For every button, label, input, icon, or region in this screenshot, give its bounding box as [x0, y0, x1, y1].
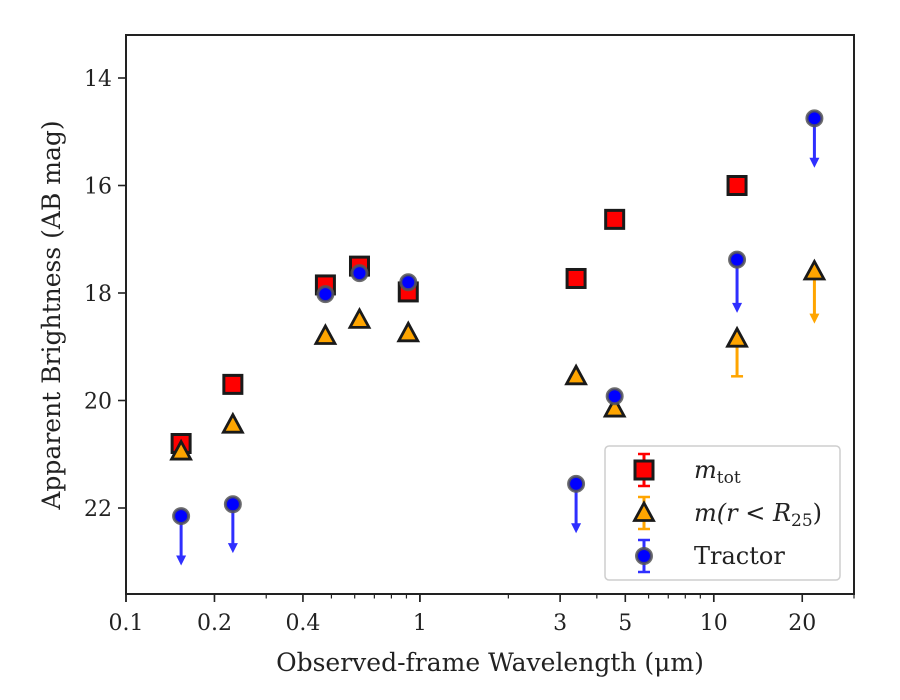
x-tick-label: 10: [700, 611, 728, 636]
tractor-point: [805, 109, 824, 128]
y-axis-title: Apparent Brightness (AB mag): [37, 120, 66, 510]
x-axis: 0.1 0.2 0.4 1 3 5 10 20: [109, 594, 855, 636]
x-tick-label: 1: [413, 611, 427, 636]
limit-arrow-head: [809, 313, 820, 324]
tractor-point: [728, 250, 747, 269]
limit-arrow-head: [732, 302, 743, 313]
tractor-point: [567, 474, 586, 493]
y-tick-label: 18: [84, 282, 112, 307]
y-tick-label: 16: [84, 175, 112, 200]
legend-label: mtot: [694, 456, 741, 488]
legend-label: m(r < R25): [694, 499, 822, 531]
tractor-point: [316, 285, 335, 304]
tractor-point: [172, 507, 191, 526]
m-r25-point: [802, 258, 827, 281]
mtot-point: [726, 175, 748, 196]
x-tick-label: 20: [788, 611, 816, 636]
tractor-point: [605, 387, 624, 406]
x-tick-label: 0.4: [285, 611, 320, 636]
tractor-point: [350, 264, 369, 283]
plot-frame: [125, 34, 855, 595]
tractor-point: [223, 495, 242, 514]
y-tick-label: 14: [84, 67, 112, 92]
m-r25-point: [396, 320, 421, 343]
m-r25-point: [221, 411, 245, 434]
m-r25-point: [602, 395, 627, 418]
limit-arrow-head: [571, 523, 582, 534]
legend-box: [604, 445, 841, 581]
mtot-point: [222, 373, 244, 395]
m-r25-point: [347, 306, 372, 329]
x-tick-label: 0.2: [197, 611, 232, 636]
mtot-point: [565, 267, 587, 289]
y-axis: 14 16 18 20 22: [84, 67, 126, 522]
x-axis-title: Observed-frame Wavelength (μm): [276, 648, 704, 677]
legend-marker: [635, 547, 653, 565]
limit-arrow-head: [809, 157, 820, 168]
y-tick-label: 22: [84, 497, 112, 522]
x-tick-label: 3: [553, 611, 567, 636]
legend-label: Tractor: [694, 542, 785, 570]
m-r25-point: [313, 323, 338, 345]
legend-marker: [633, 459, 655, 481]
mtot-point: [604, 208, 626, 230]
legend-marker: [632, 500, 656, 522]
x-tick-label: 0.1: [109, 611, 144, 636]
limit-arrow-head: [176, 555, 187, 566]
y-tick-label: 20: [84, 390, 112, 415]
tractor-point: [399, 273, 418, 292]
m-r25-point: [169, 438, 193, 461]
legend: mtot m(r < R25) Tractor: [604, 445, 841, 581]
m-r25-point: [564, 363, 588, 386]
limit-arrow-head: [227, 543, 238, 554]
plot-marks: [169, 109, 827, 566]
m-r25-point: [725, 325, 749, 348]
x-tick-label: 5: [618, 611, 632, 636]
